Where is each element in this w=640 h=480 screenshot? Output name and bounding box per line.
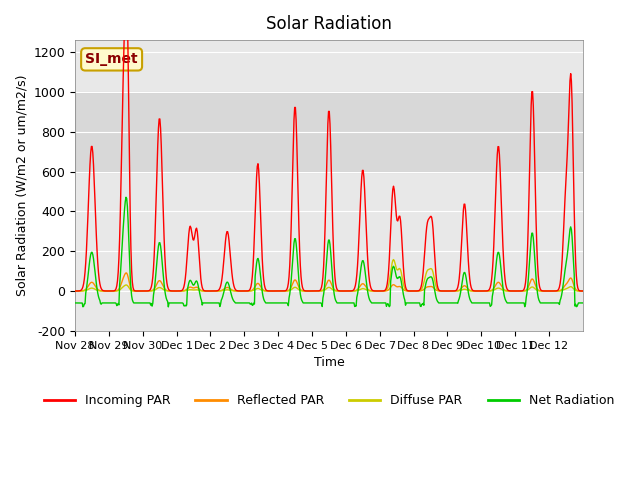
- Legend: Incoming PAR, Reflected PAR, Diffuse PAR, Net Radiation: Incoming PAR, Reflected PAR, Diffuse PAR…: [38, 389, 620, 412]
- Text: SI_met: SI_met: [85, 52, 138, 66]
- X-axis label: Time: Time: [314, 356, 344, 369]
- Y-axis label: Solar Radiation (W/m2 or um/m2/s): Solar Radiation (W/m2 or um/m2/s): [15, 75, 28, 296]
- Bar: [75, 92, 582, 171]
- Title: Solar Radiation: Solar Radiation: [266, 15, 392, 33]
